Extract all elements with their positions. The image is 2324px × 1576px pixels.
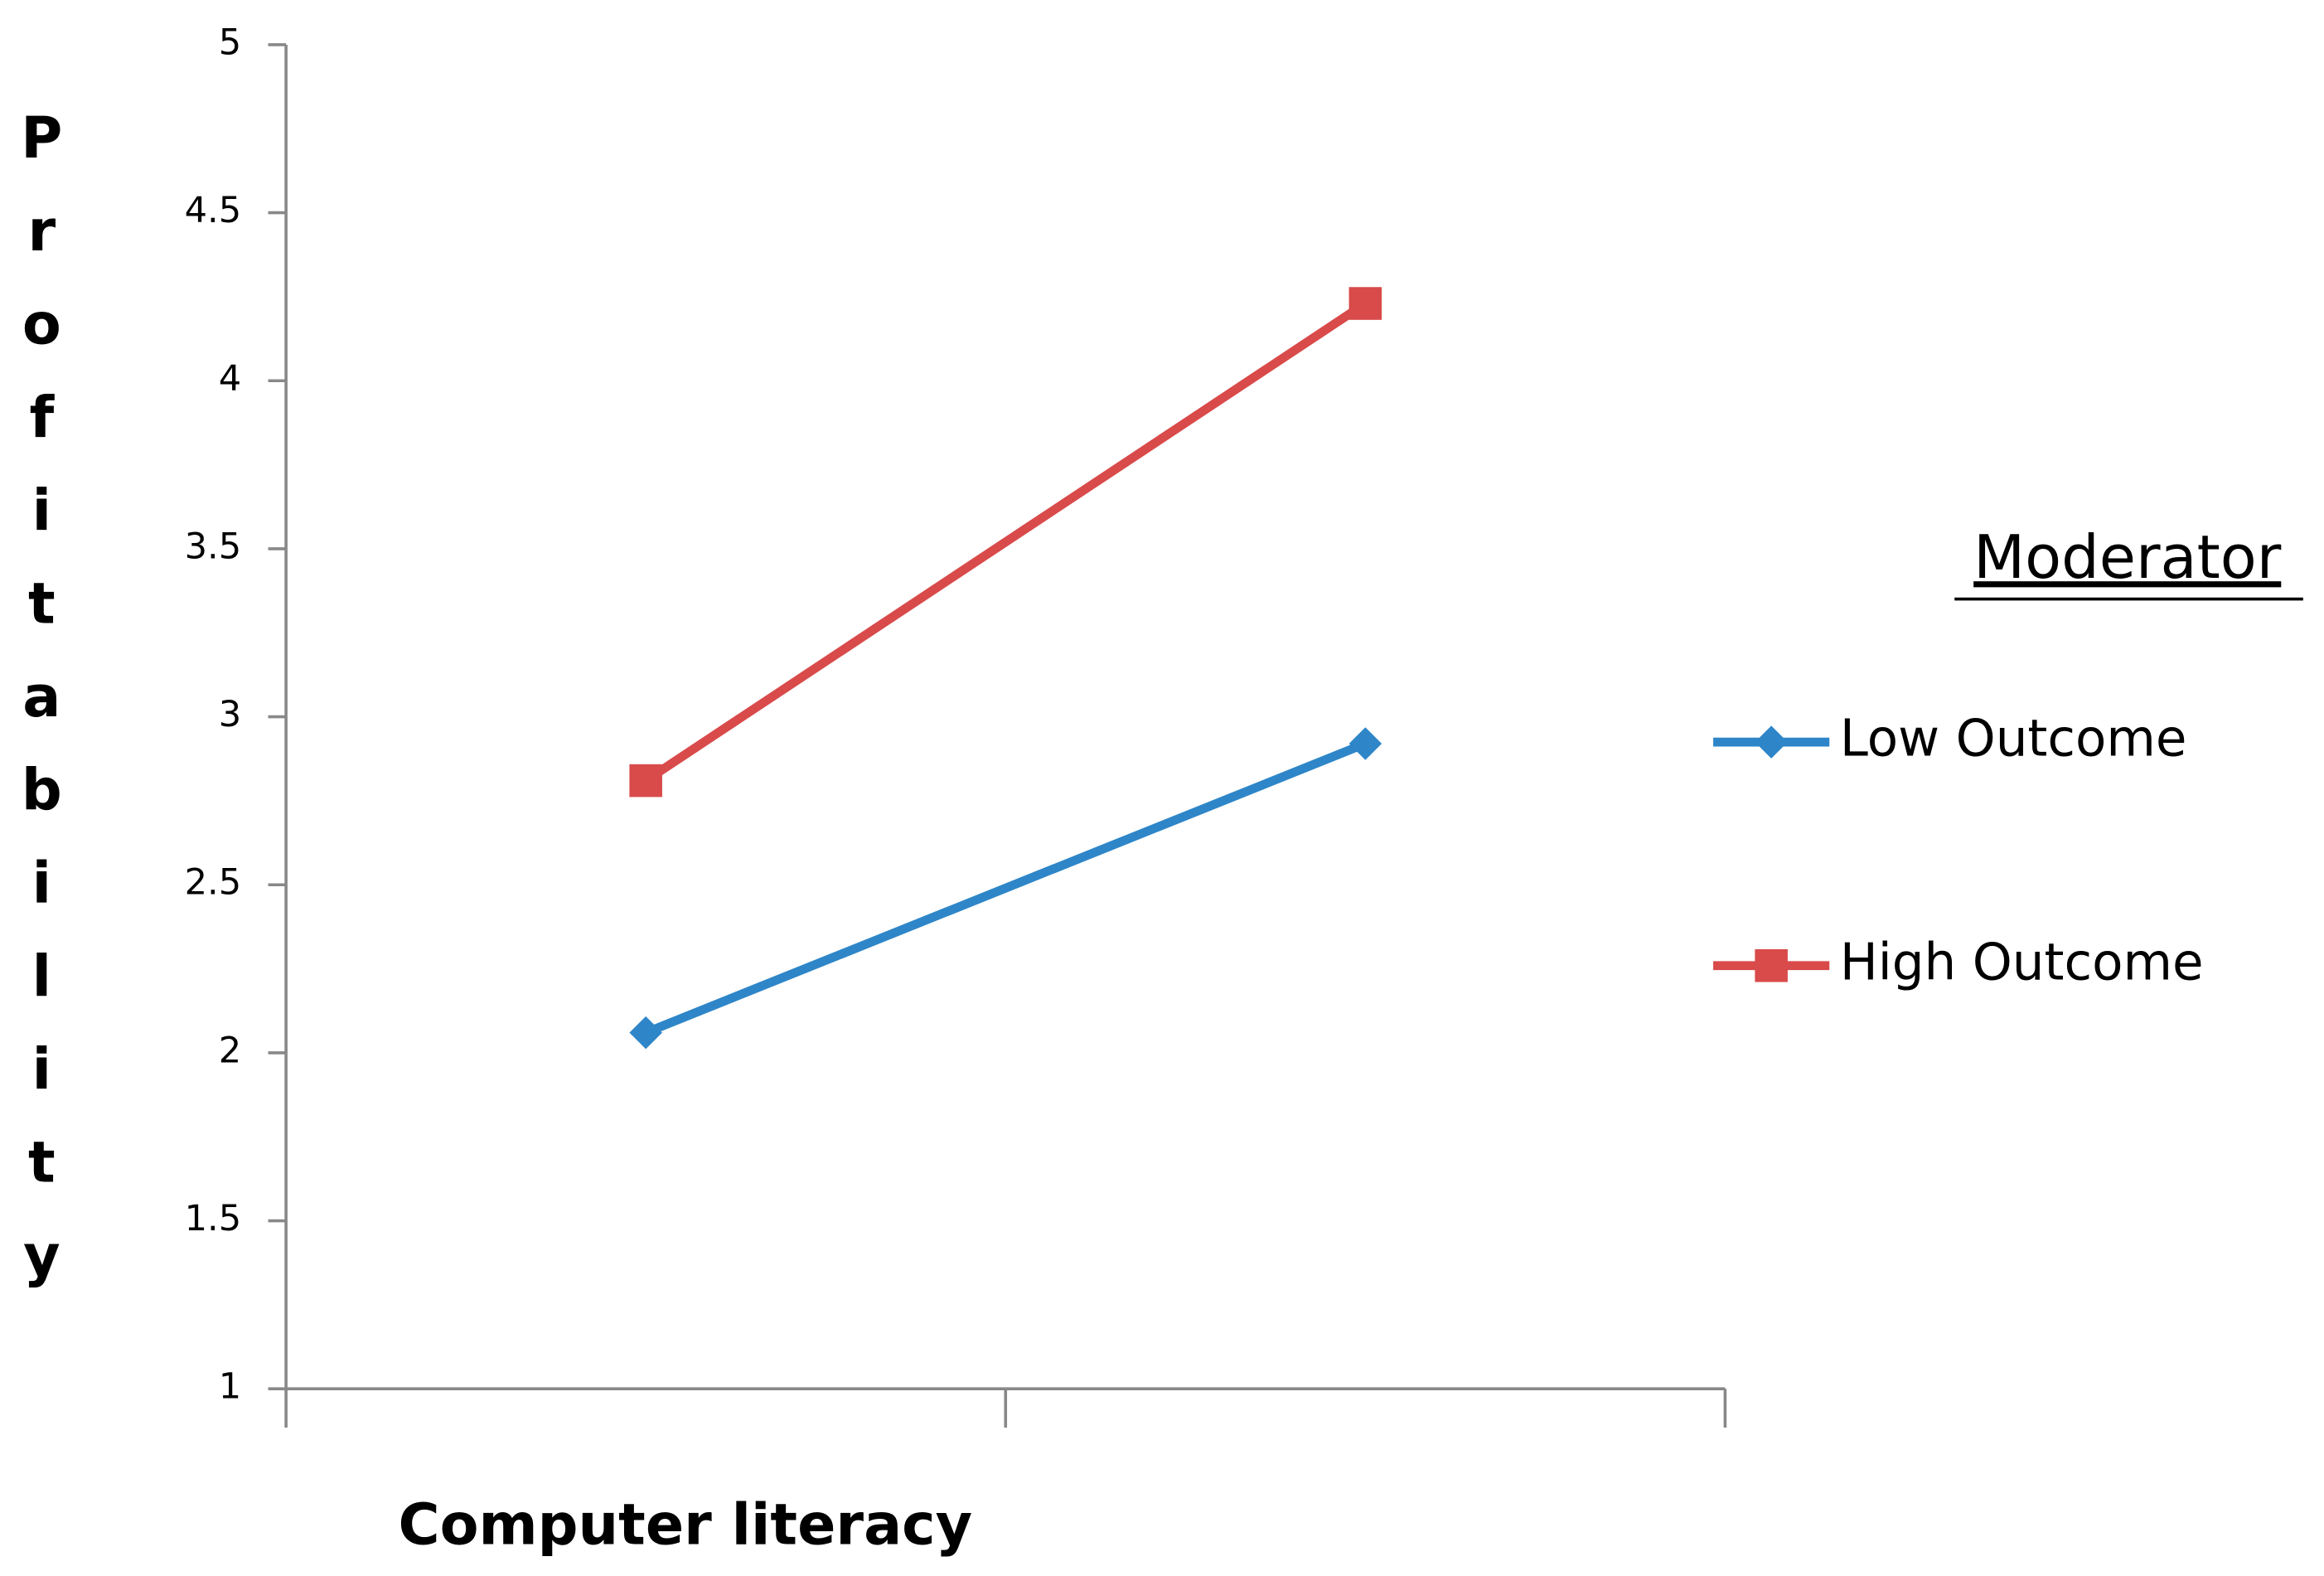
y-tick-label: 3.5	[185, 526, 242, 567]
legend-label: Low Outcome	[1840, 710, 2187, 769]
series-line	[643, 299, 1368, 785]
y-tick-label: 1	[219, 1366, 241, 1408]
legend-title: Moderator	[1973, 522, 2282, 592]
marker	[1755, 725, 1788, 759]
legend-label: High Outcome	[1840, 933, 2204, 992]
series-line	[644, 740, 1368, 1037]
marker	[1348, 287, 1382, 320]
y-tick-label: 4	[219, 358, 241, 400]
y-tick-label: 2.5	[185, 862, 242, 904]
y-tick-label: 2	[219, 1030, 241, 1071]
y-tick-label: 5	[219, 22, 241, 63]
y-tick-label: 4.5	[185, 190, 242, 231]
y-tick-label: 3	[219, 694, 241, 735]
x-axis-label: Computer literacy	[398, 1493, 972, 1559]
marker	[1755, 948, 1788, 982]
marker	[629, 1016, 662, 1050]
marker	[1348, 727, 1382, 760]
y-tick-label: 1.5	[185, 1198, 242, 1239]
marker	[629, 764, 662, 798]
